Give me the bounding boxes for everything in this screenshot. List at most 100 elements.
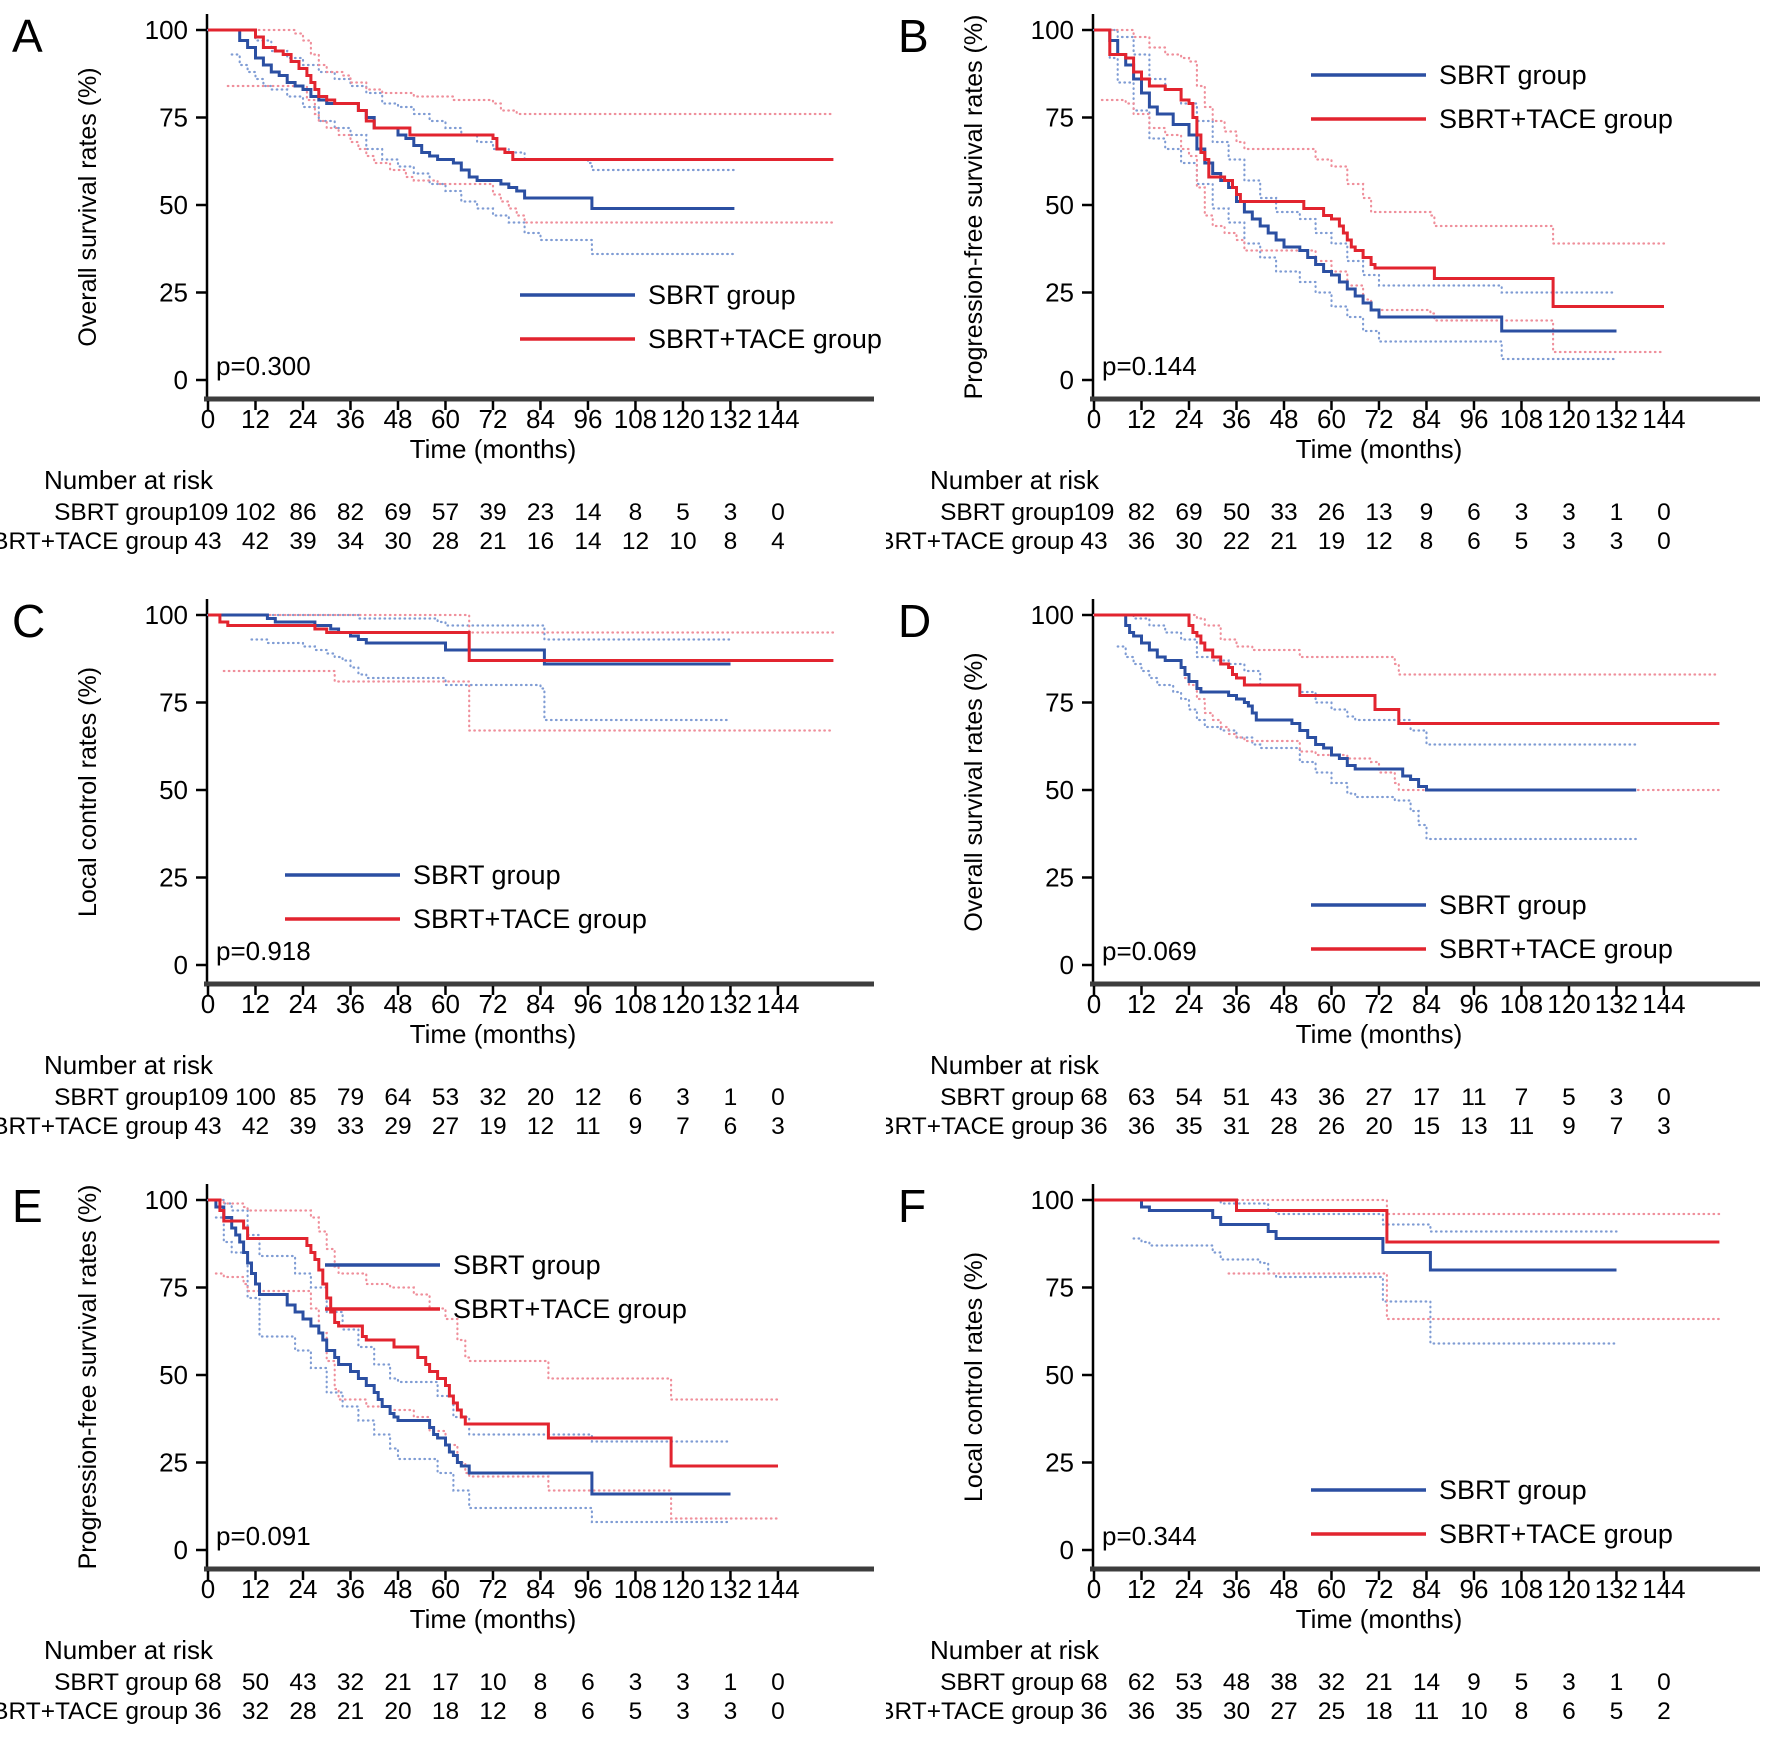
series-tace-curve xyxy=(208,613,834,662)
risk-value: 11 xyxy=(1414,1698,1439,1725)
risk-value: 30 xyxy=(1175,528,1202,555)
y-tick-label: 75 xyxy=(1045,688,1074,718)
risk-value: 36 xyxy=(1080,1113,1107,1140)
series-tace-curve xyxy=(208,1198,778,1468)
p-value-label: p=0.144 xyxy=(1102,351,1197,381)
x-tick-label: 60 xyxy=(1317,989,1346,1019)
risk-value: 5 xyxy=(676,499,690,526)
risk-value: 0 xyxy=(1657,499,1671,526)
x-tick-label: 12 xyxy=(1127,989,1156,1019)
legend-sbrt-label: SBRT group xyxy=(1439,60,1587,90)
risk-value: 10 xyxy=(479,1669,506,1696)
risk-value: 3 xyxy=(676,1669,690,1696)
x-tick-label: 24 xyxy=(1175,989,1204,1019)
risk-value: 28 xyxy=(289,1698,316,1725)
x-tick-label: 132 xyxy=(709,989,752,1019)
risk-value: 3 xyxy=(1657,1113,1671,1140)
legend-tace-label: SBRT+TACE group xyxy=(648,324,882,354)
y-tick-label: 25 xyxy=(159,278,188,308)
risk-value: 34 xyxy=(337,528,364,555)
x-tick-label: 36 xyxy=(1222,404,1251,434)
series-sbrt-curve xyxy=(1094,1198,1617,1272)
p-value-label: p=0.091 xyxy=(216,1521,311,1551)
y-tick-label: 100 xyxy=(1031,15,1074,45)
y-tick-label: 75 xyxy=(159,688,188,718)
risk-value: 18 xyxy=(432,1698,459,1725)
risk-value: 21 xyxy=(1270,528,1297,555)
risk-value: 0 xyxy=(771,1669,785,1696)
risk-value: 43 xyxy=(194,528,221,555)
risk-value: 43 xyxy=(289,1669,316,1696)
panel-c: C Local control rates (%) 0 25 50 75 100 0 12 24 3… xyxy=(0,585,886,1170)
series-tace_ci-curve xyxy=(1092,613,1721,676)
x-tick-label: 144 xyxy=(1642,404,1685,434)
y-axis-label: Overall survival rates (%) xyxy=(960,652,988,931)
legend-tace-label: SBRT+TACE group xyxy=(413,904,647,934)
y-tick-label: 0 xyxy=(174,365,188,395)
risk-value: 79 xyxy=(337,1084,364,1111)
risk-value: 12 xyxy=(574,1084,601,1111)
risk-value: 6 xyxy=(1467,528,1481,555)
risk-value: 31 xyxy=(1223,1113,1250,1140)
y-tick-label: 0 xyxy=(1060,950,1074,980)
series-tace_ci-curve xyxy=(1100,28,1666,245)
risk-value: 109 xyxy=(188,1084,229,1111)
risk-value: 19 xyxy=(1318,528,1345,555)
risk-value: 25 xyxy=(1318,1698,1345,1725)
x-tick-label: 120 xyxy=(1547,404,1590,434)
p-value-label: p=0.069 xyxy=(1102,936,1197,966)
risk-value: 43 xyxy=(194,1113,221,1140)
risk-value: 38 xyxy=(1270,1669,1297,1696)
risk-value: 6 xyxy=(629,1084,643,1111)
risk-value: 12 xyxy=(1365,528,1392,555)
legend-tace-label: SBRT+TACE group xyxy=(453,1294,687,1324)
risk-value: 68 xyxy=(194,1669,221,1696)
risk-value: 6 xyxy=(1467,499,1481,526)
x-tick-label: 84 xyxy=(1412,404,1441,434)
series-sbrt_ci-curve xyxy=(206,28,736,172)
risk-value: 0 xyxy=(771,499,785,526)
risk-value: 3 xyxy=(724,1698,738,1725)
x-tick-label: 0 xyxy=(1087,404,1101,434)
series-sbrt-curve xyxy=(1094,613,1637,792)
series-tace_ci-curve xyxy=(222,28,835,116)
x-tick-label: 132 xyxy=(709,1574,752,1604)
series-sbrt_ci-curve xyxy=(1132,1237,1618,1345)
x-tick-label: 24 xyxy=(289,1574,318,1604)
risk-value: 48 xyxy=(1223,1669,1250,1696)
panel-f: F Local control rates (%) 0 25 50 75 100 0 12 24 3… xyxy=(886,1170,1772,1755)
risk-row-label: SBRT group xyxy=(54,499,188,526)
risk-value: 36 xyxy=(194,1698,221,1725)
risk-value: 102 xyxy=(235,499,276,526)
x-tick-label: 12 xyxy=(1127,404,1156,434)
x-tick-label: 84 xyxy=(1412,989,1441,1019)
risk-value: 50 xyxy=(1223,499,1250,526)
risk-value: 13 xyxy=(1365,499,1392,526)
panel-c-chart: C Local control rates (%) 0 25 50 75 100 0 12 24 3… xyxy=(0,595,874,1140)
x-tick-label: 24 xyxy=(1175,1574,1204,1604)
y-tick-label: 50 xyxy=(1045,190,1074,220)
risk-value: 50 xyxy=(242,1669,269,1696)
risk-value: 27 xyxy=(432,1113,459,1140)
risk-table-header: Number at risk xyxy=(930,1635,1100,1665)
x-tick-label: 12 xyxy=(241,989,270,1019)
risk-value: 14 xyxy=(574,499,601,526)
x-axis-title: Time (months) xyxy=(1296,1604,1463,1634)
x-tick-label: 84 xyxy=(526,404,555,434)
p-value-label: p=0.300 xyxy=(216,351,311,381)
x-tick-label: 96 xyxy=(1460,1574,1489,1604)
x-tick-label: 12 xyxy=(1127,1574,1156,1604)
risk-value: 3 xyxy=(1610,528,1624,555)
x-tick-label: 144 xyxy=(1642,989,1685,1019)
risk-value: 39 xyxy=(479,499,506,526)
series-tace_ci-curve xyxy=(218,613,835,634)
x-tick-label: 48 xyxy=(384,989,413,1019)
x-tick-label: 96 xyxy=(574,404,603,434)
series-tace_ci-curve xyxy=(1183,676,1721,792)
x-tick-label: 120 xyxy=(661,989,704,1019)
risk-value: 82 xyxy=(337,499,364,526)
risk-value: 3 xyxy=(1562,499,1576,526)
